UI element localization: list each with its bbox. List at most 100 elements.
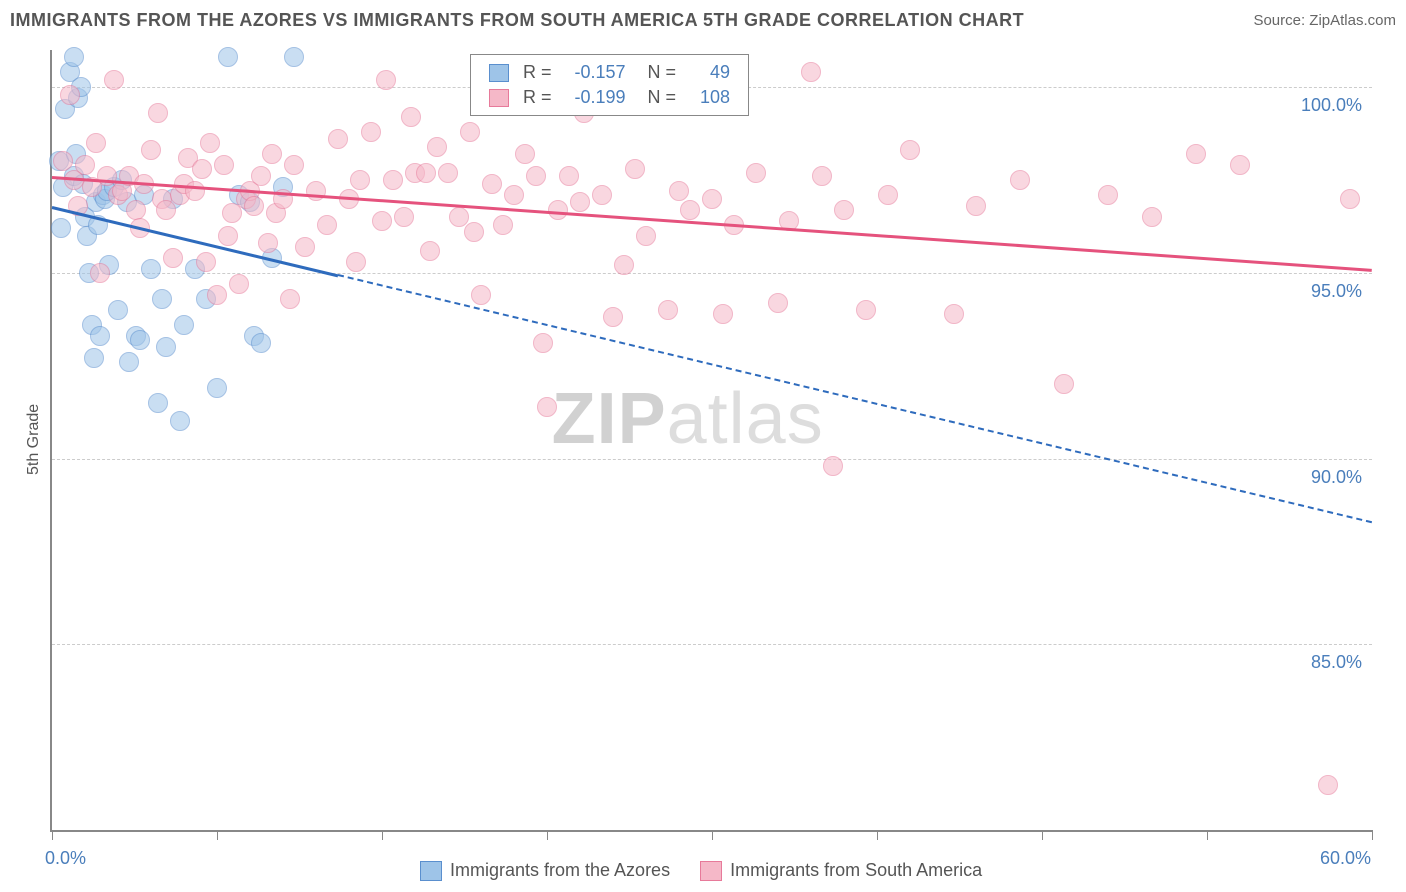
legend-item: Immigrants from the Azores bbox=[420, 860, 670, 881]
scatter-point bbox=[493, 215, 513, 235]
scatter-point bbox=[163, 248, 183, 268]
scatter-point bbox=[280, 289, 300, 309]
scatter-point bbox=[90, 326, 110, 346]
legend-label: Immigrants from the Azores bbox=[450, 860, 670, 880]
scatter-point bbox=[229, 274, 249, 294]
scatter-point bbox=[170, 411, 190, 431]
scatter-point bbox=[372, 211, 392, 231]
scatter-point bbox=[119, 352, 139, 372]
scatter-point bbox=[156, 337, 176, 357]
x-tick bbox=[217, 830, 218, 840]
y-axis-label: 5th Grade bbox=[25, 404, 43, 475]
scatter-point bbox=[284, 155, 304, 175]
x-tick bbox=[1372, 830, 1373, 840]
scatter-point bbox=[812, 166, 832, 186]
scatter-point bbox=[60, 85, 80, 105]
scatter-point bbox=[200, 133, 220, 153]
scatter-point bbox=[515, 144, 535, 164]
scatter-point bbox=[295, 237, 315, 257]
scatter-point bbox=[427, 137, 447, 157]
scatter-point bbox=[702, 189, 722, 209]
y-tick-label: 95.0% bbox=[1292, 281, 1362, 302]
scatter-point bbox=[669, 181, 689, 201]
legend-n-value: 49 bbox=[684, 61, 736, 84]
scatter-point bbox=[174, 315, 194, 335]
scatter-point bbox=[207, 285, 227, 305]
gridline bbox=[52, 273, 1372, 274]
scatter-point bbox=[284, 47, 304, 67]
scatter-point bbox=[148, 393, 168, 413]
scatter-point bbox=[438, 163, 458, 183]
series-legend: Immigrants from the Azores Immigrants fro… bbox=[420, 860, 982, 881]
legend-item: Immigrants from South America bbox=[700, 860, 982, 881]
scatter-point bbox=[548, 200, 568, 220]
scatter-point bbox=[1142, 207, 1162, 227]
scatter-point bbox=[801, 62, 821, 82]
scatter-point bbox=[361, 122, 381, 142]
scatter-point bbox=[192, 159, 212, 179]
scatter-point bbox=[823, 456, 843, 476]
gridline bbox=[52, 459, 1372, 460]
scatter-point bbox=[185, 181, 205, 201]
legend-row: R =-0.199N =108 bbox=[483, 86, 736, 109]
gridline bbox=[52, 644, 1372, 645]
x-tick bbox=[382, 830, 383, 840]
scatter-point bbox=[416, 163, 436, 183]
scatter-point bbox=[856, 300, 876, 320]
scatter-point bbox=[218, 47, 238, 67]
chart-title: IMMIGRANTS FROM THE AZORES VS IMMIGRANTS… bbox=[10, 10, 1024, 31]
scatter-point bbox=[383, 170, 403, 190]
x-tick bbox=[52, 830, 53, 840]
scatter-point bbox=[526, 166, 546, 186]
legend-label: Immigrants from South America bbox=[730, 860, 982, 880]
x-tick bbox=[877, 830, 878, 840]
legend-swatch bbox=[489, 64, 509, 82]
scatter-point bbox=[570, 192, 590, 212]
scatter-point bbox=[533, 333, 553, 353]
legend-swatch bbox=[489, 89, 509, 107]
legend-r-value: -0.199 bbox=[560, 86, 632, 109]
scatter-point bbox=[84, 348, 104, 368]
x-tick bbox=[1207, 830, 1208, 840]
scatter-point bbox=[258, 233, 278, 253]
scatter-point bbox=[148, 103, 168, 123]
scatter-point bbox=[51, 218, 71, 238]
scatter-point bbox=[108, 300, 128, 320]
scatter-point bbox=[394, 207, 414, 227]
scatter-point bbox=[1318, 775, 1338, 795]
scatter-point bbox=[537, 397, 557, 417]
y-tick-label: 90.0% bbox=[1292, 467, 1362, 488]
scatter-point bbox=[471, 285, 491, 305]
scatter-point bbox=[1340, 189, 1360, 209]
scatter-point bbox=[64, 47, 84, 67]
scatter-point bbox=[218, 226, 238, 246]
scatter-point bbox=[460, 122, 480, 142]
scatter-point bbox=[900, 140, 920, 160]
scatter-point bbox=[317, 215, 337, 235]
scatter-point bbox=[625, 159, 645, 179]
scatter-point bbox=[130, 330, 150, 350]
scatter-point bbox=[1186, 144, 1206, 164]
trend-line bbox=[338, 274, 1372, 523]
x-tick bbox=[1042, 830, 1043, 840]
scatter-point bbox=[966, 196, 986, 216]
scatter-point bbox=[126, 200, 146, 220]
scatter-point bbox=[244, 196, 264, 216]
scatter-point bbox=[251, 166, 271, 186]
x-tick-label: 60.0% bbox=[1320, 848, 1371, 869]
scatter-point bbox=[207, 378, 227, 398]
scatter-point bbox=[401, 107, 421, 127]
scatter-point bbox=[504, 185, 524, 205]
x-tick bbox=[712, 830, 713, 840]
scatter-point bbox=[141, 259, 161, 279]
scatter-point bbox=[376, 70, 396, 90]
y-tick-label: 100.0% bbox=[1292, 95, 1362, 116]
scatter-point bbox=[603, 307, 623, 327]
scatter-point bbox=[1010, 170, 1030, 190]
scatter-point bbox=[346, 252, 366, 272]
scatter-point bbox=[75, 155, 95, 175]
y-tick-label: 85.0% bbox=[1292, 652, 1362, 673]
scatter-point bbox=[658, 300, 678, 320]
scatter-point bbox=[713, 304, 733, 324]
scatter-point bbox=[251, 333, 271, 353]
